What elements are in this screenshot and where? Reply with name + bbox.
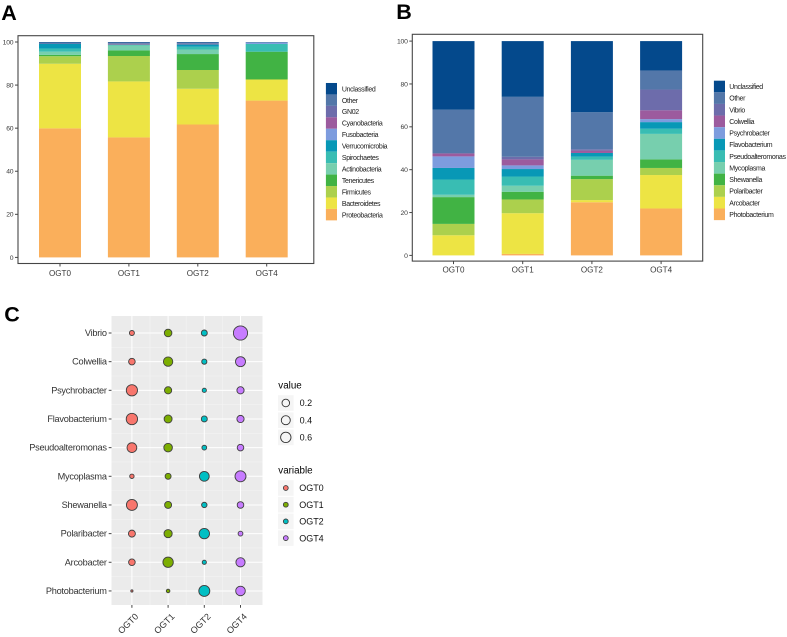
svg-text:Arcobacter: Arcobacter bbox=[729, 200, 760, 207]
svg-text:OGT1: OGT1 bbox=[118, 269, 141, 278]
svg-text:Proteobacteria: Proteobacteria bbox=[342, 212, 383, 219]
svg-text:Cyanobacteria: Cyanobacteria bbox=[342, 121, 383, 128]
svg-text:OGT4: OGT4 bbox=[299, 533, 324, 543]
svg-text:Polaribacter: Polaribacter bbox=[61, 529, 107, 539]
svg-text:Unclassified: Unclassified bbox=[729, 84, 763, 91]
svg-text:OGT1: OGT1 bbox=[152, 611, 176, 635]
svg-text:OGT4: OGT4 bbox=[225, 611, 249, 635]
svg-text:Spirochaetes: Spirochaetes bbox=[342, 155, 380, 162]
svg-text:B: B bbox=[396, 0, 412, 24]
svg-text:Arcobacter: Arcobacter bbox=[65, 557, 107, 567]
svg-text:Polaribacter: Polaribacter bbox=[729, 189, 763, 196]
svg-text:OGT1: OGT1 bbox=[512, 265, 535, 274]
svg-text:0: 0 bbox=[10, 255, 14, 262]
svg-text:Tenericutes: Tenericutes bbox=[342, 178, 375, 185]
svg-text:OGT2: OGT2 bbox=[188, 611, 212, 635]
svg-text:Pseudoalteromonas: Pseudoalteromonas bbox=[29, 443, 107, 453]
svg-text:OGT2: OGT2 bbox=[187, 269, 210, 278]
svg-text:0.4: 0.4 bbox=[300, 415, 313, 425]
svg-text:20: 20 bbox=[401, 210, 409, 217]
svg-text:0: 0 bbox=[404, 253, 408, 260]
svg-text:Bacteroidetes: Bacteroidetes bbox=[342, 201, 381, 208]
svg-text:Verrucomicrobia: Verrucomicrobia bbox=[342, 144, 388, 151]
svg-text:100: 100 bbox=[397, 39, 408, 46]
svg-text:Mycoplasma: Mycoplasma bbox=[729, 165, 765, 172]
svg-text:Other: Other bbox=[729, 96, 746, 103]
svg-text:80: 80 bbox=[401, 81, 409, 88]
svg-text:OGT4: OGT4 bbox=[256, 269, 279, 278]
svg-text:80: 80 bbox=[6, 82, 14, 89]
svg-text:OGT0: OGT0 bbox=[442, 265, 465, 274]
svg-text:100: 100 bbox=[3, 39, 14, 46]
svg-text:Photobacterium: Photobacterium bbox=[729, 212, 774, 219]
svg-text:OGT0: OGT0 bbox=[49, 269, 72, 278]
svg-text:0.2: 0.2 bbox=[300, 398, 313, 408]
svg-text:OGT1: OGT1 bbox=[299, 500, 324, 510]
svg-text:Unclassified: Unclassified bbox=[342, 86, 376, 93]
svg-text:Pseudoalteromonas: Pseudoalteromonas bbox=[729, 154, 786, 161]
svg-text:60: 60 bbox=[6, 126, 14, 133]
svg-text:Colwellia: Colwellia bbox=[72, 357, 108, 367]
svg-text:Photobacterium: Photobacterium bbox=[46, 586, 107, 596]
svg-text:A: A bbox=[1, 1, 17, 25]
svg-text:C: C bbox=[4, 303, 20, 327]
svg-text:Flavobacterium: Flavobacterium bbox=[47, 414, 107, 424]
svg-text:0.6: 0.6 bbox=[300, 433, 313, 443]
svg-text:Colwellia: Colwellia bbox=[729, 119, 754, 126]
svg-text:Fusobacteria: Fusobacteria bbox=[342, 132, 379, 139]
svg-text:OGT2: OGT2 bbox=[581, 265, 604, 274]
svg-text:value: value bbox=[278, 380, 302, 391]
svg-text:Vibrio: Vibrio bbox=[85, 328, 107, 338]
svg-text:Firmicutes: Firmicutes bbox=[342, 189, 372, 196]
svg-text:Shewanella: Shewanella bbox=[729, 177, 762, 184]
svg-text:Psychrobacter: Psychrobacter bbox=[51, 385, 107, 395]
svg-text:OGT4: OGT4 bbox=[650, 265, 673, 274]
svg-text:Vibrio: Vibrio bbox=[729, 107, 745, 114]
svg-text:Other: Other bbox=[342, 98, 359, 105]
svg-text:60: 60 bbox=[401, 124, 409, 131]
svg-text:GN02: GN02 bbox=[342, 109, 359, 116]
svg-text:Actinobacteria: Actinobacteria bbox=[342, 166, 382, 173]
svg-text:OGT0: OGT0 bbox=[299, 483, 324, 493]
svg-text:Psychrobacter: Psychrobacter bbox=[729, 131, 770, 138]
svg-text:OGT2: OGT2 bbox=[299, 517, 324, 527]
svg-text:20: 20 bbox=[6, 212, 14, 219]
svg-text:Mycoplasma: Mycoplasma bbox=[58, 471, 108, 481]
svg-text:Shewanella: Shewanella bbox=[62, 500, 108, 510]
svg-text:40: 40 bbox=[6, 169, 14, 176]
svg-text:40: 40 bbox=[401, 167, 409, 174]
svg-text:variable: variable bbox=[278, 465, 313, 476]
svg-text:Flavobacterium: Flavobacterium bbox=[729, 142, 772, 149]
svg-text:OGT0: OGT0 bbox=[116, 611, 140, 635]
